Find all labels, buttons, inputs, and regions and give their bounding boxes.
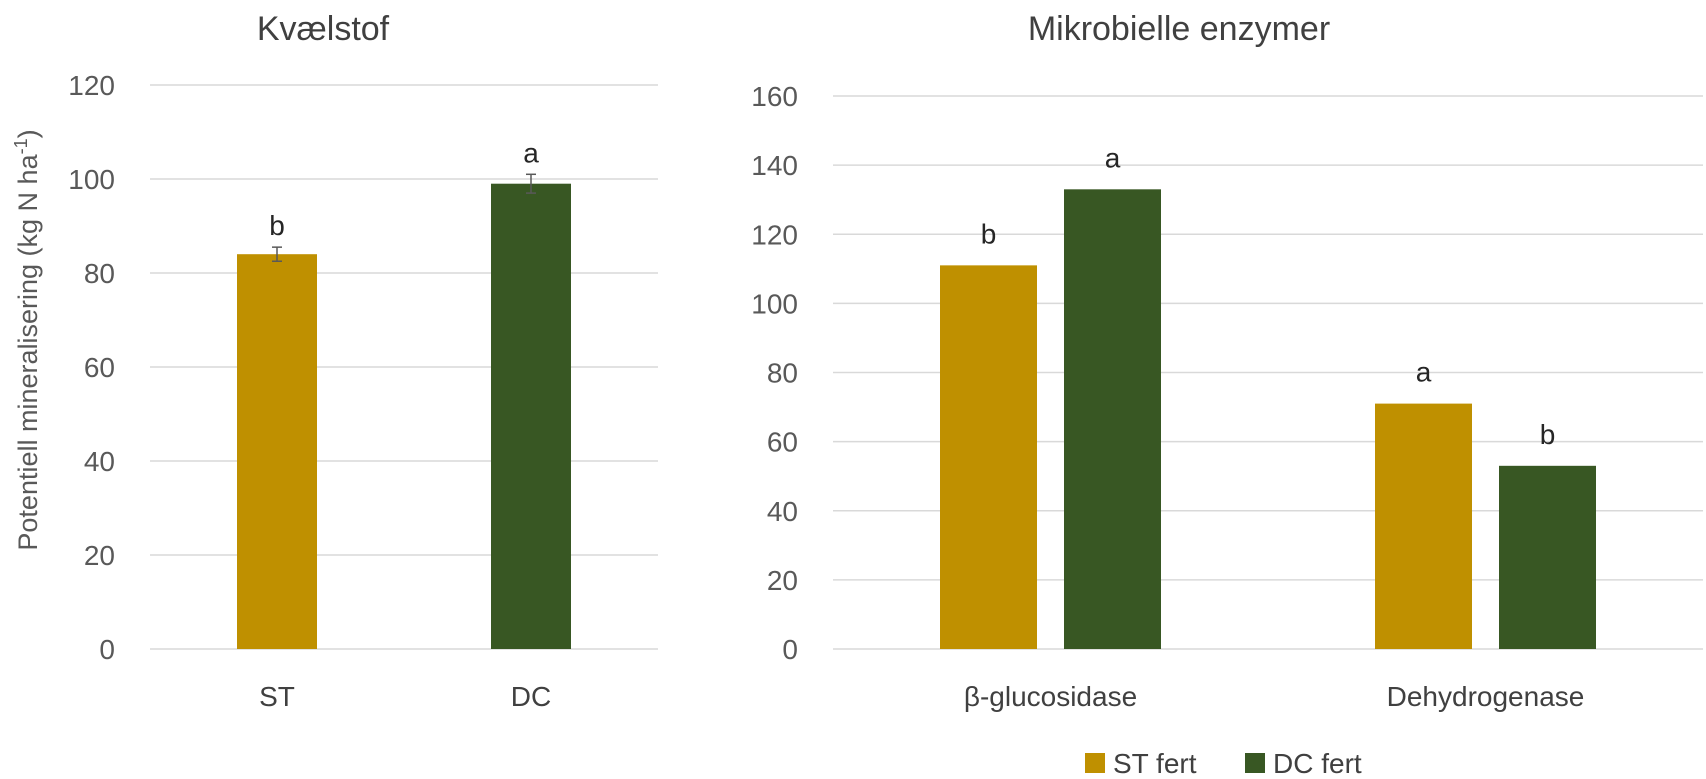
left-x-tick-DC: DC <box>511 681 551 712</box>
right-y-tick-20: 20 <box>767 565 798 596</box>
left-y-tick-120: 120 <box>68 70 115 101</box>
right-significance-dehydrogenase-st-fert: a <box>1416 357 1432 388</box>
legend-swatch-dc-fert <box>1245 753 1265 773</box>
right-significance--glucosidase-st-fert: b <box>981 218 997 249</box>
left-significance-ST: b <box>269 210 285 241</box>
right-bar--glucosidase-st-fert <box>940 265 1037 649</box>
right-significance--glucosidase-dc-fert: a <box>1105 142 1121 173</box>
left-bar-DC <box>491 183 571 649</box>
right-y-tick-140: 140 <box>751 150 798 181</box>
left-y-tick-80: 80 <box>84 258 115 289</box>
right-y-tick-80: 80 <box>767 358 798 389</box>
right-y-tick-labels: 0 20 40 60 80 100 120 140 160 <box>751 81 798 665</box>
right-x-tick-1: Dehydrogenase <box>1387 681 1585 712</box>
left-x-tick-ST: ST <box>259 681 295 712</box>
left-y-axis-label: Potentiell mineralisering (kg N ha-1) <box>11 129 43 550</box>
right-y-tick-100: 100 <box>751 288 798 319</box>
left-y-tick-100: 100 <box>68 164 115 195</box>
right-bars: b a a b <box>940 142 1596 649</box>
left-chart-title: Kvælstof <box>257 10 390 48</box>
right-bar-dehydrogenase-st-fert <box>1375 403 1472 649</box>
left-gridlines <box>150 84 658 650</box>
left-y-tick-60: 60 <box>84 352 115 383</box>
left-bars: ba <box>237 137 571 649</box>
right-bar--glucosidase-dc-fert <box>1064 189 1161 649</box>
right-chart-title: Mikrobielle enzymer <box>1028 10 1330 48</box>
left-y-tick-0: 0 <box>99 634 115 665</box>
left-y-tick-labels: 0 20 40 60 80 100 120 <box>68 70 115 665</box>
left-y-tick-20: 20 <box>84 540 115 571</box>
right-x-tick-labels: β-glucosidase Dehydrogenase <box>964 681 1585 712</box>
right-y-tick-160: 160 <box>751 81 798 112</box>
legend-swatch-st-fert <box>1085 753 1105 773</box>
right-y-tick-60: 60 <box>767 427 798 458</box>
legend: ST fert DC fert <box>1085 748 1362 779</box>
left-x-tick-labels: ST DC <box>259 681 551 712</box>
right-x-tick-0: β-glucosidase <box>964 681 1137 712</box>
right-y-tick-40: 40 <box>767 496 798 527</box>
right-significance-dehydrogenase-dc-fert: b <box>1540 419 1556 450</box>
left-bar-ST <box>237 254 317 649</box>
legend-label-dc-fert: DC fert <box>1273 748 1362 779</box>
right-y-tick-0: 0 <box>782 634 798 665</box>
left-significance-DC: a <box>523 137 539 168</box>
right-y-tick-120: 120 <box>751 219 798 250</box>
right-bar-dehydrogenase-dc-fert <box>1499 465 1596 649</box>
right-chart: Mikrobielle enzymer 0 20 40 60 80 100 120 140 16… <box>751 10 1703 779</box>
legend-label-st-fert: ST fert <box>1113 748 1197 779</box>
left-y-tick-40: 40 <box>84 446 115 477</box>
